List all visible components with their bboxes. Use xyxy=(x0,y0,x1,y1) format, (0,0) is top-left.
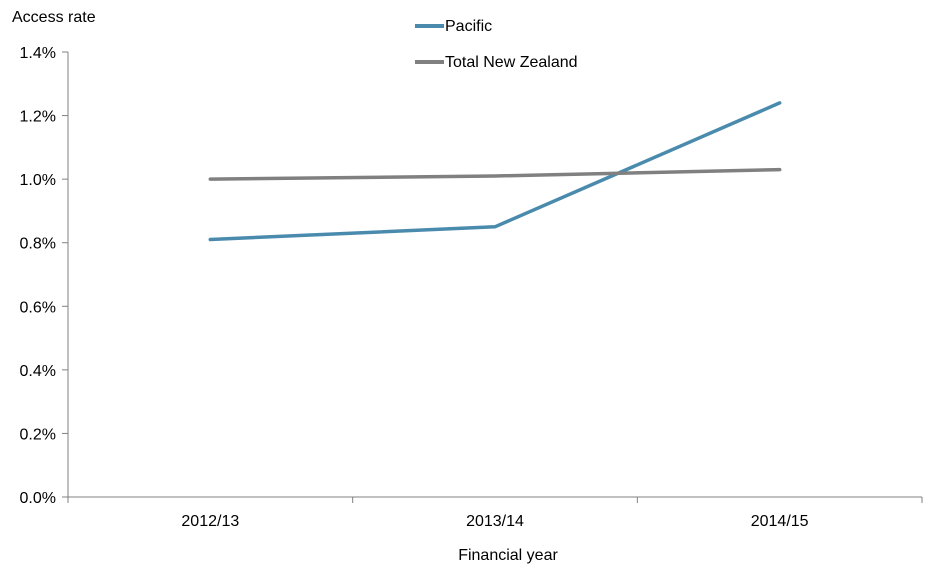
y-tick-label: 0.6% xyxy=(20,299,56,316)
x-tick-label: 2014/15 xyxy=(751,513,809,530)
y-tick-label: 1.4% xyxy=(20,45,56,62)
legend-item-total-new-zealand: Total New Zealand xyxy=(415,54,578,71)
axes xyxy=(67,52,922,498)
legend-label-pacific: Pacific xyxy=(445,18,492,35)
series-lines xyxy=(208,101,782,242)
x-axis-ticks: 2012/13 2013/14 2014/15 xyxy=(67,497,923,530)
series-line-total-new-zealand xyxy=(208,167,782,181)
legend-item-pacific: Pacific xyxy=(415,18,492,35)
y-axis-ticks: 0.0% 0.2% 0.4% 0.6% 0.8% 1.0% 1.2% 1.4% xyxy=(20,45,68,507)
x-axis-title: Financial year xyxy=(458,547,558,564)
x-tick-label: 2012/13 xyxy=(181,513,239,530)
y-tick-label: 0.2% xyxy=(20,426,56,443)
legend-label-total-new-zealand: Total New Zealand xyxy=(445,54,578,71)
y-tick-label: 0.0% xyxy=(20,490,56,507)
legend: Pacific Total New Zealand xyxy=(415,18,578,71)
y-tick-label: 1.0% xyxy=(20,172,56,189)
y-tick-label: 1.2% xyxy=(20,109,56,126)
y-axis-title: Access rate xyxy=(12,9,96,26)
y-tick-label: 0.8% xyxy=(20,236,56,253)
x-tick-label: 2013/14 xyxy=(466,513,524,530)
y-tick-label: 0.4% xyxy=(20,363,56,380)
series-line-pacific xyxy=(208,101,782,242)
